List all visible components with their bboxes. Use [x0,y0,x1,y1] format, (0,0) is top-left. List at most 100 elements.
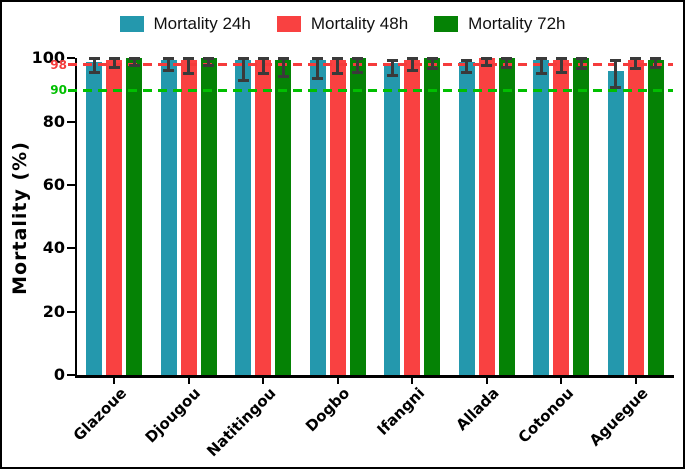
error-bar-cap-bottom [277,75,289,79]
error-bar-stem [112,58,116,68]
error-bar-cap-bottom [352,70,364,74]
bar-aguegue-24h [607,71,624,375]
x-tick [187,377,190,384]
error-bar-cap-top [610,58,622,62]
error-bar-cap-top [481,57,493,61]
error-bar-cap-top [406,57,418,61]
x-tick [113,377,116,384]
y-tick [67,247,75,250]
y-tick-label: 40 [42,238,65,258]
y-tick-label: 20 [42,301,65,321]
error-bar-cap-top [501,57,513,61]
error-bar-stem [167,58,171,72]
error-bar-cap-bottom [426,67,438,71]
x-tick [560,377,563,384]
error-bar-stem [579,58,583,70]
error-bar-cap-top [237,57,249,61]
bar-allada-48h [478,58,495,375]
error-bar-stem [505,58,509,68]
y-tick [67,184,75,187]
error-bar-cap-top [352,57,364,61]
y-tick-label: 100 [31,48,65,68]
y-tick [67,57,75,60]
error-bar-cap-bottom [481,64,493,68]
x-tick [634,377,637,384]
legend-label: Mortality 24h [153,14,251,33]
error-bar-cap-top [183,57,195,61]
x-category-label-allada: Allada [452,384,503,435]
x-tick [336,377,339,384]
legend-label: Mortality 48h [310,14,409,33]
x-category-label-aguegue: Aguegue [585,384,652,450]
bar-allada-72h [498,58,515,375]
error-bar-cap-bottom [630,67,642,71]
error-bar-cap-bottom [575,67,587,71]
error-bar-cap-bottom [650,65,662,69]
legend-swatch-icon [119,16,144,32]
bar-dogbo-48h [329,59,346,375]
error-bar-cap-top [332,57,344,61]
bar-glazoue-24h [86,61,103,375]
error-bar-stem [559,58,563,73]
error-bar-cap-bottom [610,86,622,90]
error-bar-stem [485,58,489,67]
y-tick-label: 80 [42,111,65,131]
y-tick [67,374,75,376]
error-bar-stem [654,58,658,68]
legend-item-2: Mortality 48h [276,14,409,34]
y-tick [67,120,75,123]
x-axis-line [75,375,674,378]
error-bar-stem [281,58,285,78]
bar-ifangni-24h [384,63,401,375]
error-bar-cap-top [163,57,175,61]
error-bar-cap-top [312,57,324,61]
x-tick [485,377,488,384]
legend-swatch-icon [276,16,301,32]
error-bar-stem [187,58,191,75]
bar-aguegue-72h [647,59,664,375]
bar-djougou-24h [160,59,177,375]
error-bar-stem [539,58,543,75]
error-bar-stem [356,58,360,73]
bar-cotonou-48h [553,59,570,375]
x-category-label-dogbo: Dogbo [302,384,354,436]
error-bar-cap-bottom [555,70,567,74]
y-axis-title: Mortality (%) [9,141,31,295]
error-bar-stem [316,58,320,79]
x-category-label-natitingou: Natitingou [202,384,279,461]
bar-glazoue-72h [126,58,143,375]
error-bar-stem [410,58,414,72]
error-bar-stem [336,58,340,75]
legend-swatch-icon [434,16,459,32]
error-bar-cap-bottom [312,76,324,80]
bar-natitingou-48h [255,59,272,375]
error-bar-cap-top [426,57,438,61]
bar-cotonou-24h [533,59,550,375]
error-bar-stem [207,58,211,67]
error-bar-cap-top [575,57,587,61]
error-bar-stem [261,58,265,75]
error-bar-cap-bottom [183,72,195,76]
error-bar-cap-top [277,57,289,61]
error-bar-stem [132,58,136,67]
x-category-label-cotonou: Cotonou [514,384,577,447]
x-category-label-glazoue: Glazoue [69,384,130,445]
y-tick-label: 0 [53,365,65,384]
x-category-label-djougou: Djougou [142,384,205,447]
error-bar-cap-bottom [406,69,418,73]
x-tick [262,377,265,384]
error-bar-stem [634,58,638,70]
bar-djougou-48h [180,59,197,375]
y-axis-line [75,58,77,377]
chart-legend: Mortality 24h Mortality 48h Mortality 72h [2,11,683,37]
reference-line-98 [68,63,673,67]
error-bar-cap-bottom [163,69,175,73]
bar-ifangni-72h [424,58,441,375]
y-tick-label: 60 [42,175,65,195]
error-bar-cap-bottom [128,64,140,68]
error-bar-stem [465,59,469,73]
error-bar-cap-bottom [88,70,100,74]
reference-line-label-90: 90 [50,83,67,98]
error-bar-cap-bottom [461,70,473,74]
